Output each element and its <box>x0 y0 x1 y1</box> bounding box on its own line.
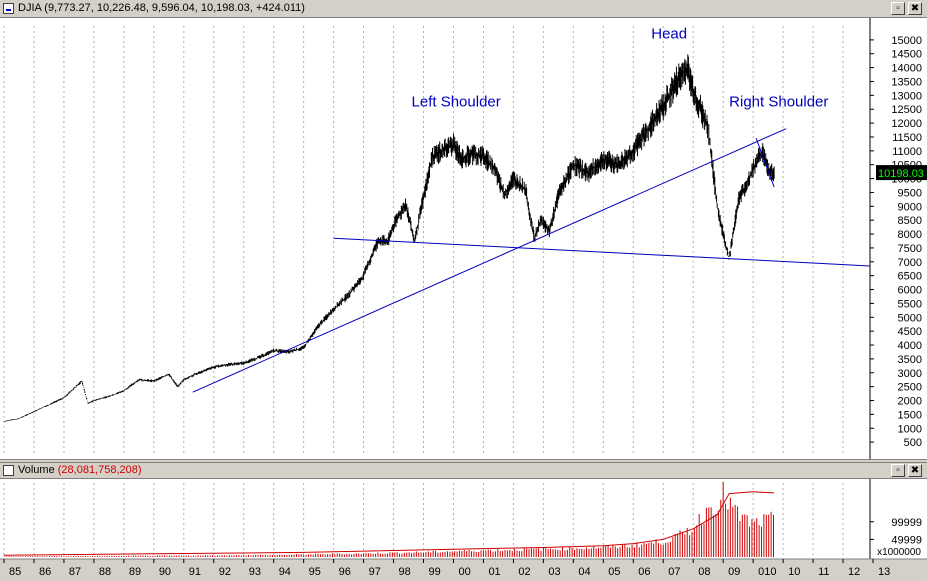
time-tick-label: 04 <box>578 566 590 578</box>
price-tick-label: 11000 <box>892 146 922 158</box>
price-tick-label: 5500 <box>898 298 922 310</box>
trendline <box>192 128 787 393</box>
price-tick-label: 7000 <box>898 257 922 269</box>
time-tick-label: 86 <box>39 566 51 578</box>
pattern-annotation: Head <box>651 25 687 42</box>
time-tick-label: 87 <box>69 566 81 578</box>
pane-splitter[interactable] <box>0 459 927 463</box>
price-tick-label: 14000 <box>891 63 922 75</box>
time-tick-label: 03 <box>548 566 560 578</box>
time-tick-label: 99 <box>429 566 441 578</box>
pattern-annotation: Left Shoulder <box>412 93 501 110</box>
price-axis-panel <box>870 18 927 460</box>
last-value-badge <box>876 165 927 181</box>
time-tick-label: 98 <box>399 566 411 578</box>
trendline <box>755 138 775 188</box>
time-tick-label: 95 <box>309 566 321 578</box>
price-tick-label: 4500 <box>898 326 922 338</box>
restore-button[interactable]: ▫ <box>891 2 905 15</box>
volume-axis-panel <box>870 479 927 559</box>
time-tick-label: 91 <box>189 566 201 578</box>
time-tick-label: 00 <box>458 566 470 578</box>
time-tick-label: 97 <box>369 566 381 578</box>
price-pane-titlebar[interactable]: DJIA (9,773.27, 10,226.48, 9,596.04, 10,… <box>0 0 927 18</box>
time-tick-label: 09 <box>728 566 740 578</box>
time-tick-label: 90 <box>159 566 171 578</box>
price-tick-label: 2500 <box>898 382 922 394</box>
time-tick-label: 88 <box>99 566 111 578</box>
time-tick-label: 11 <box>818 566 829 578</box>
price-tick-label: 13500 <box>891 76 922 88</box>
price-tick-label: 8000 <box>898 229 922 241</box>
price-tick-label: 6000 <box>898 285 922 297</box>
time-tick-label: 02 <box>518 566 530 578</box>
time-tick-label: 12 <box>848 566 860 578</box>
price-tick-label: 15000 <box>891 35 922 47</box>
volume-chart: 49999 99999 x1000000 85 86 87 88 89 90 91 92 93 94 95… <box>0 479 927 581</box>
volume-title-label: Volume <box>18 464 58 476</box>
volume-window-icon <box>3 465 14 476</box>
last-value-label: 10198.03 <box>878 168 924 180</box>
volume-close-button[interactable]: ✖ <box>908 464 922 477</box>
time-tick-label: 94 <box>279 566 291 578</box>
time-tick-label: 96 <box>339 566 351 578</box>
volume-pane-titlebar[interactable]: Volume (28,081,758,208) ▫ ✖ <box>0 463 927 479</box>
time-axis-strip <box>0 559 927 581</box>
volume-average-line <box>3 491 775 556</box>
price-tick-label: 1500 <box>898 409 922 421</box>
time-tick-label: 93 <box>249 566 261 578</box>
price-tick-label: 5000 <box>898 312 922 324</box>
volume-title-value: (28,081,758,208) <box>57 464 142 476</box>
price-tick-label: 3500 <box>898 354 922 366</box>
price-tick-label: 13000 <box>891 90 922 102</box>
time-tick-label: 92 <box>219 566 231 578</box>
time-tick-label: 08 <box>698 566 710 578</box>
price-tick-label: 3000 <box>898 368 922 380</box>
time-tick-label: 06 <box>638 566 650 578</box>
price-tick-label: 9500 <box>898 187 922 199</box>
time-tick-label: 05 <box>608 566 620 578</box>
price-tick-label: 2000 <box>898 396 922 408</box>
price-tick-label: 11500 <box>892 132 922 144</box>
time-tick-label: 07 <box>668 566 680 578</box>
close-button[interactable]: ✖ <box>908 2 922 15</box>
price-tick-label: 9000 <box>898 201 922 213</box>
time-tick-label: 10 <box>788 566 800 578</box>
pattern-annotation: Right Shoulder <box>729 93 828 110</box>
time-tick-label: 13 <box>878 566 890 578</box>
volume-scale-label: x1000000 <box>877 547 921 558</box>
price-pane-title: DJIA (9,773.27, 10,226.48, 9,596.04, 10,… <box>18 2 305 14</box>
price-tick-label: 12000 <box>891 118 922 130</box>
time-tick-label: 01 <box>488 566 500 578</box>
price-tick-label: 4000 <box>898 340 922 352</box>
volume-tick-label: 49999 <box>891 534 922 546</box>
price-tick-label: 12500 <box>891 104 922 116</box>
trendline <box>333 237 871 267</box>
price-tick-label: 6500 <box>898 271 922 283</box>
volume-restore-button[interactable]: ▫ <box>891 464 905 477</box>
price-tick-label: 1000 <box>898 423 922 435</box>
volume-pane-title: Volume (28,081,758,208) <box>18 464 142 476</box>
time-tick-label: 010 <box>758 566 776 578</box>
time-tick-label: 85 <box>9 566 21 578</box>
chart-window-icon <box>3 3 14 14</box>
price-tick-label: 500 <box>904 437 922 449</box>
volume-tick-label: 99999 <box>891 517 922 529</box>
price-tick-label: 8500 <box>898 215 922 227</box>
price-tick-label: 7500 <box>898 243 922 255</box>
time-tick-label: 89 <box>129 566 141 578</box>
price-tick-label: 14500 <box>891 49 922 61</box>
